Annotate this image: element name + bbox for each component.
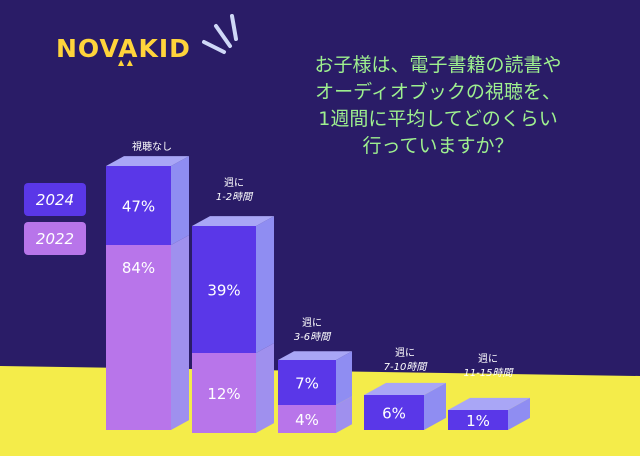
bar-2024 [364, 395, 424, 430]
bar-2024 [278, 360, 336, 405]
data-label-2022: 4% [295, 411, 319, 429]
category-label: 11-15時間 [463, 367, 514, 379]
category-label: 週に [302, 317, 322, 329]
category-label: 週に [224, 177, 244, 189]
bar-2022 [106, 245, 171, 430]
data-label-2022: 84% [122, 259, 155, 277]
category-label: 7-10時間 [384, 361, 429, 373]
bar-side-2024 [336, 351, 352, 405]
bar-side-2022 [171, 235, 189, 430]
legend-item-2022: 2022 [24, 222, 86, 255]
bar-top [192, 216, 274, 226]
bar-2024 [192, 226, 256, 353]
data-label-2024: 47% [122, 198, 155, 216]
bar-top [364, 382, 446, 395]
category-label: 週に [478, 353, 498, 365]
category-label: 3-6時間 [294, 331, 332, 343]
bar-2024 [106, 166, 171, 245]
bar-2022 [278, 405, 336, 433]
question-line: 行っていますか？ [362, 135, 514, 157]
question-line: お子様は、電子書籍の読書や [314, 54, 562, 76]
bar-top [278, 351, 352, 360]
sparkle-lines-icon [202, 14, 238, 54]
question-line: オーディオブックの視聴を、 [315, 81, 561, 103]
legend-item-2024: 2024 [24, 183, 86, 216]
bar-side-2022 [336, 396, 352, 433]
bar-top [106, 156, 189, 166]
bar-2024 [448, 410, 508, 430]
category-label: 1-2時間 [216, 191, 254, 203]
bar-side-2024 [508, 397, 530, 430]
data-label-2024: 7% [295, 375, 319, 393]
data-label-2024: 39% [207, 282, 240, 300]
question-line: 1週間に平均してどのくらい [318, 108, 558, 130]
data-label-2024: 6% [382, 405, 406, 423]
novakid-logo: NOVAKID [56, 34, 191, 63]
category-label: 視聴なし [132, 140, 172, 153]
category-label: 週に [395, 347, 415, 359]
bar-side-2024 [171, 156, 189, 245]
bar-side-2022 [256, 343, 274, 433]
bar-2022 [192, 353, 256, 433]
data-label-2024: 1% [466, 412, 490, 430]
bar-side-2024 [424, 382, 446, 430]
question-title: お子様は、電子書籍の読書や オーディオブックの視聴を、 1週間に平均してどのくら… [268, 52, 608, 160]
bar-side-2024 [256, 216, 274, 353]
data-label-2022: 12% [207, 385, 240, 403]
bar-top [448, 397, 530, 410]
rocket-icon: ▲ ▲ [118, 58, 133, 67]
